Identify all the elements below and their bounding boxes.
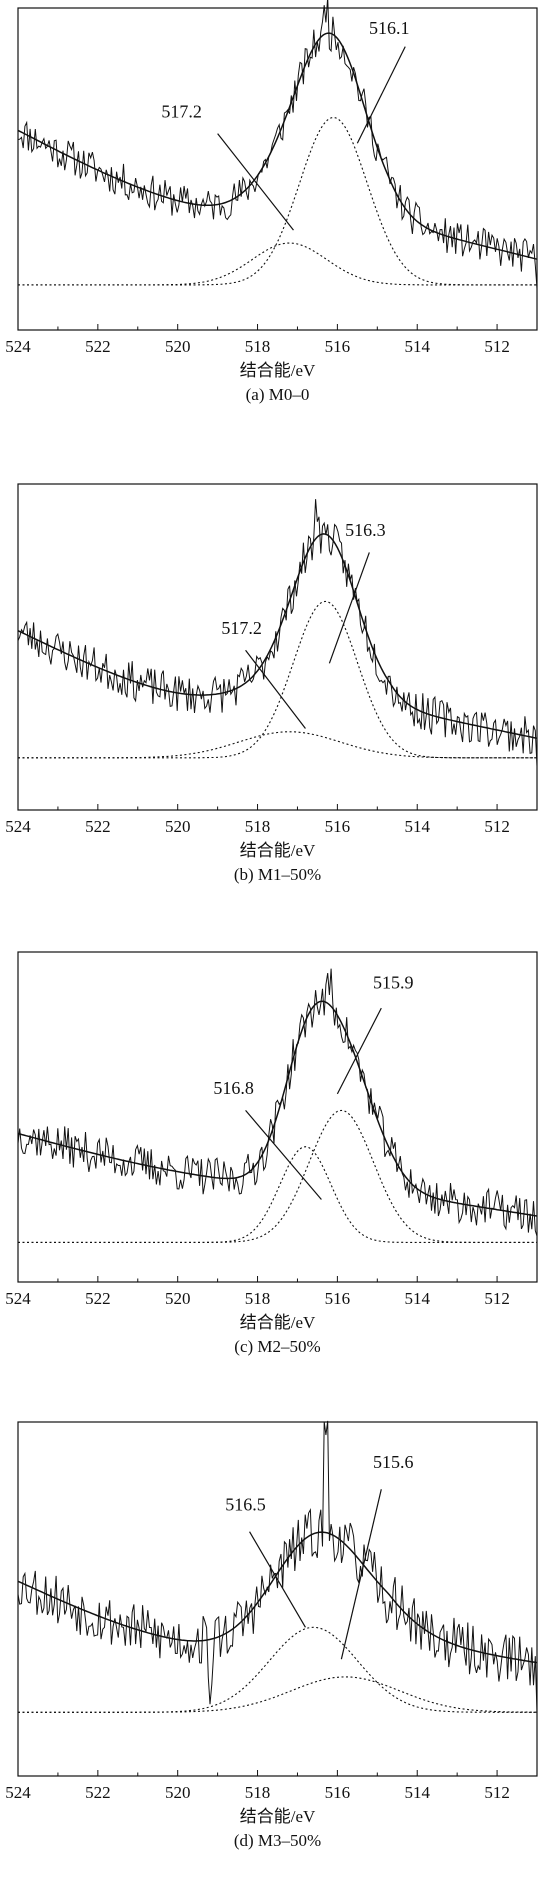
- peak-label-517.2: 517.2: [221, 618, 262, 638]
- raw-spectrum: [17, 499, 538, 767]
- panel-a: 524 522 520 518 516 514 512 结合能/eV (a) M0–0 516.1…: [0, 0, 540, 468]
- x-tick-label: 522: [85, 1289, 111, 1308]
- peak-label-515.6: 515.6: [373, 1452, 414, 1472]
- x-tick-label: 516: [325, 1783, 351, 1802]
- x-tick-label: 522: [85, 1783, 111, 1802]
- x-tick-label: 516: [325, 1289, 351, 1308]
- xps-chart-b: 524 522 520 518 516 514 512 结合能/eV (b) M1–50% 516…: [5, 483, 538, 884]
- panel-caption: (c) M2–50%: [234, 1337, 320, 1356]
- x-tick-label: 524: [5, 1783, 31, 1802]
- x-tick-label: 516: [325, 337, 351, 356]
- peak-label-516.5: 516.5: [225, 1495, 266, 1515]
- x-tick-label: 520: [165, 817, 191, 836]
- x-tick-label: 516: [325, 817, 351, 836]
- x-tick-label: 514: [404, 1289, 430, 1308]
- callout-line-516.8: [245, 1110, 322, 1200]
- panel-c: 524 522 520 518 516 514 512 结合能/eV (c) M2–50% 515…: [0, 936, 540, 1404]
- x-tick-label: 514: [404, 337, 430, 356]
- x-tick-label: 518: [245, 817, 271, 836]
- component-peak-517.2: [18, 242, 537, 286]
- x-tick-label: 522: [85, 337, 111, 356]
- x-axis-label: 结合能/eV: [240, 1313, 316, 1332]
- peak-label-516.3: 516.3: [345, 520, 386, 540]
- x-axis-label: 结合能/eV: [240, 1807, 316, 1826]
- x-tick-label: 524: [5, 1289, 31, 1308]
- peak-label-516.8: 516.8: [213, 1078, 254, 1098]
- fitted-envelope: [17, 1531, 538, 1664]
- x-tick-label: 512: [484, 337, 510, 356]
- callout-line-517.2: [245, 649, 306, 729]
- plot-frame: [17, 1421, 538, 1777]
- fitted-envelope: [17, 32, 538, 260]
- plot-frame: [17, 7, 538, 331]
- x-tick-label: 518: [245, 1783, 271, 1802]
- panel-b: 524 522 520 518 516 514 512 结合能/eV (b) M1–50% 516…: [0, 468, 540, 936]
- callout-line-516.1: [356, 46, 406, 144]
- raw-spectrum: [17, 968, 538, 1237]
- x-tick-label: 524: [5, 817, 31, 836]
- component-peak-517.2: [18, 731, 537, 759]
- x-tick-label: 512: [484, 1289, 510, 1308]
- x-axis-label: 结合能/eV: [240, 361, 316, 380]
- callout-line-515.6: [340, 1489, 382, 1660]
- callout-line-517.2: [217, 133, 294, 231]
- x-tick-label: 520: [165, 1783, 191, 1802]
- xps-chart-c: 524 522 520 518 516 514 512 结合能/eV (c) M2–50% 515…: [5, 951, 538, 1356]
- x-tick-label: 520: [165, 1289, 191, 1308]
- x-tick-label: 514: [404, 817, 430, 836]
- plot-frame: [17, 483, 538, 811]
- component-peak-516.1: [18, 116, 537, 286]
- plot-frame: [17, 951, 538, 1283]
- peak-label-516.1: 516.1: [369, 18, 410, 38]
- x-tick-label: 522: [85, 817, 111, 836]
- peak-label-517.2: 517.2: [161, 101, 202, 121]
- panel-d: 524 522 520 518 516 514 512 结合能/eV (d) M3–50% 515…: [0, 1404, 540, 1873]
- x-tick-label: 512: [484, 1783, 510, 1802]
- fitted-envelope: [17, 1000, 538, 1217]
- peak-label-515.9: 515.9: [373, 972, 414, 992]
- panel-caption: (d) M3–50%: [234, 1831, 321, 1850]
- x-tick-label: 518: [245, 337, 271, 356]
- fitted-envelope: [17, 533, 538, 740]
- x-tick-label: 524: [5, 337, 31, 356]
- panel-caption: (a) M0–0: [246, 385, 310, 404]
- xps-chart-d: 524 522 520 518 516 514 512 结合能/eV (d) M3–50% 515…: [5, 1420, 538, 1850]
- x-axis-label: 结合能/eV: [240, 841, 316, 860]
- x-tick-label: 520: [165, 337, 191, 356]
- component-peak-515.6: [18, 1676, 537, 1713]
- callout-line-516.3: [328, 552, 370, 664]
- raw-spectrum: [17, 0, 538, 289]
- xps-chart-a: 524 522 520 518 516 514 512 结合能/eV (a) M0–0 516.1…: [5, 0, 538, 404]
- raw-spectrum: [17, 1420, 538, 1714]
- callout-line-515.9: [336, 1007, 382, 1095]
- component-peak-516.8: [18, 1146, 537, 1243]
- callout-line-516.5: [249, 1531, 306, 1628]
- x-tick-label: 514: [404, 1783, 430, 1802]
- x-tick-label: 518: [245, 1289, 271, 1308]
- panel-caption: (b) M1–50%: [234, 865, 321, 884]
- x-tick-label: 512: [484, 817, 510, 836]
- component-peak-516.5: [18, 1626, 537, 1713]
